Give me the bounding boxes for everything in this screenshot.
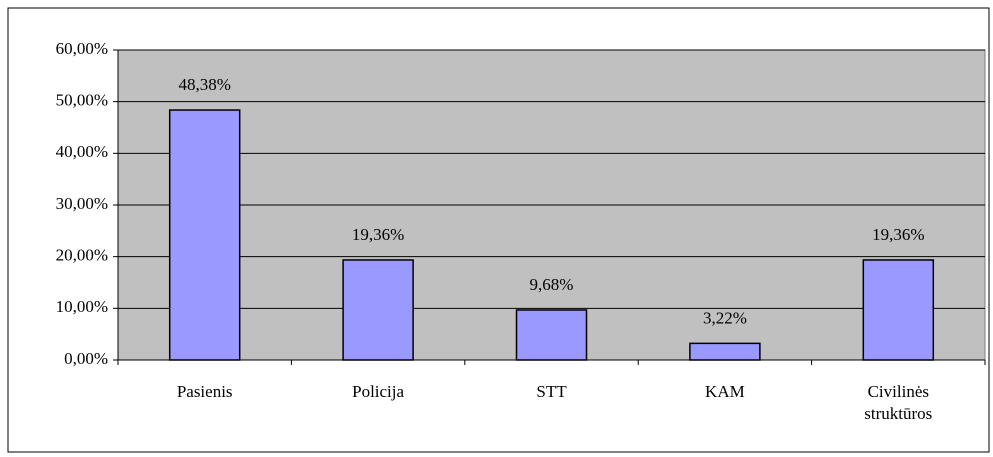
- y-tick-label: 60,00%: [56, 39, 108, 58]
- value-label: 3,22%: [703, 308, 747, 327]
- x-tick-label: Policija: [352, 382, 405, 401]
- y-tick-label: 40,00%: [56, 142, 108, 161]
- x-tick-label: Pasienis: [176, 382, 233, 401]
- bar: [168, 109, 241, 361]
- x-tick-label: KAM: [705, 382, 745, 401]
- bar: [862, 259, 935, 361]
- y-tick-label: 0,00%: [64, 349, 108, 368]
- y-tick-label: 50,00%: [56, 91, 108, 110]
- x-tick-label: Civilinės struktūros: [864, 382, 933, 423]
- value-label: 9,68%: [530, 275, 574, 294]
- y-tick-label: 30,00%: [56, 194, 108, 213]
- bar: [342, 259, 414, 361]
- y-tick-label: 20,00%: [56, 246, 108, 265]
- value-label: 48,38%: [178, 75, 230, 94]
- bar: [515, 309, 588, 361]
- bar: [689, 342, 761, 361]
- value-label: 19,36%: [352, 225, 404, 244]
- y-tick-label: 10,00%: [56, 297, 108, 316]
- x-tick-label: STT: [536, 382, 567, 401]
- value-label: 19,36%: [872, 225, 924, 244]
